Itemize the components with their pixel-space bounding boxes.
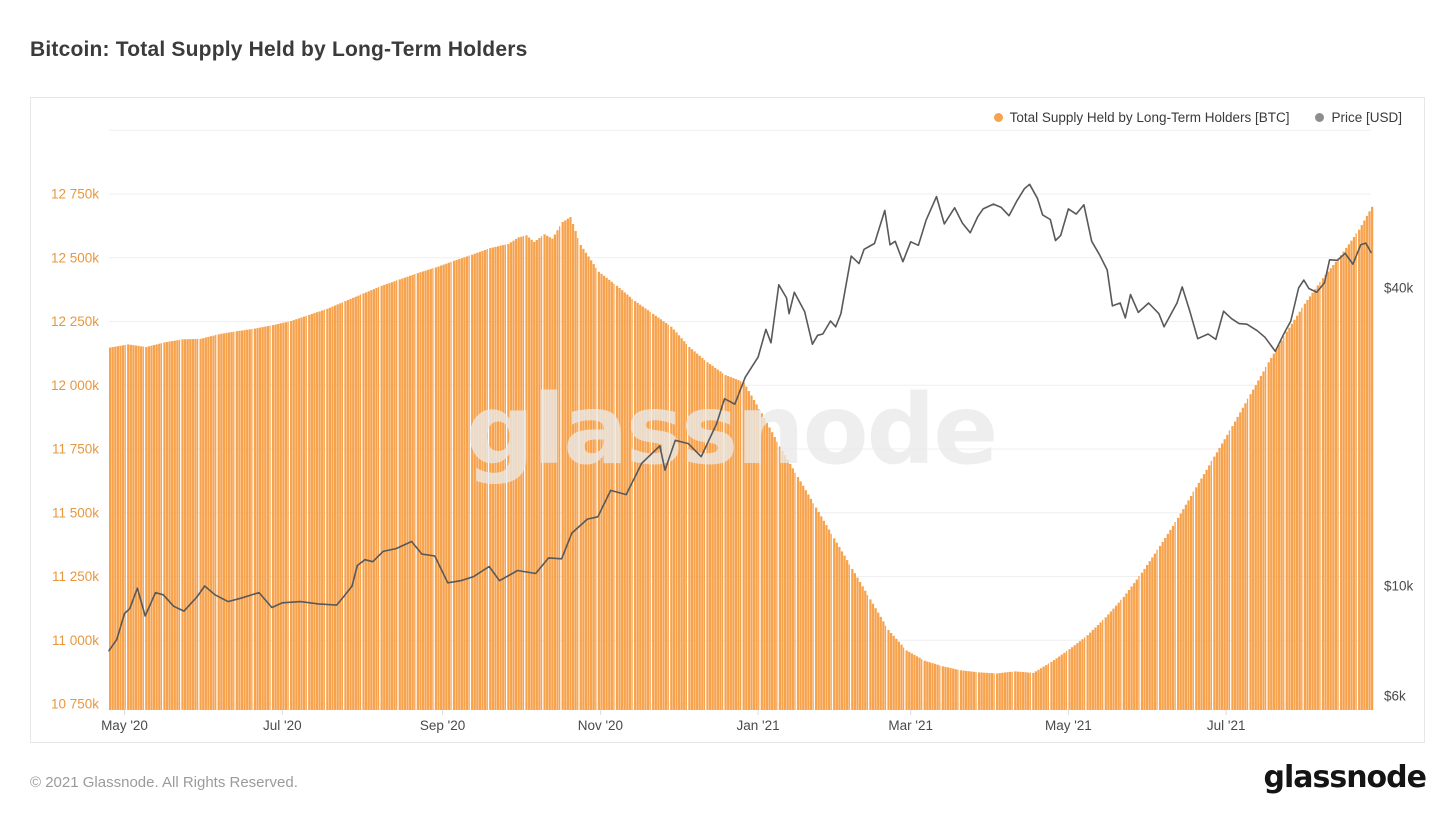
svg-text:$40k: $40k <box>1384 281 1414 296</box>
svg-text:May '21: May '21 <box>1045 718 1092 733</box>
legend-label-supply: Total Supply Held by Long-Term Holders [… <box>1009 110 1290 125</box>
svg-text:Jan '21: Jan '21 <box>737 718 780 733</box>
svg-text:12 750k: 12 750k <box>51 187 99 202</box>
svg-text:May '20: May '20 <box>101 718 148 733</box>
svg-text:12 500k: 12 500k <box>51 250 99 265</box>
chart-card: glassnode 12 750k 12 500k 12 250k 12 000k 11 … <box>30 97 1425 743</box>
svg-text:12 250k: 12 250k <box>51 314 99 329</box>
page-title: Bitcoin: Total Supply Held by Long-Term … <box>30 38 528 61</box>
svg-text:11 250k: 11 250k <box>52 569 99 584</box>
legend-item-supply[interactable]: Total Supply Held by Long-Term Holders [… <box>993 110 1290 125</box>
chart-plot-area[interactable]: glassnode 12 750k 12 500k 12 250k 12 000k 11 … <box>31 98 1426 744</box>
legend-item-price[interactable]: Price [USD] <box>1315 110 1402 125</box>
svg-text:Nov '20: Nov '20 <box>578 718 623 733</box>
svg-text:Jul '21: Jul '21 <box>1207 718 1246 733</box>
legend-label-price: Price [USD] <box>1331 110 1402 125</box>
svg-text:11 000k: 11 000k <box>52 633 99 648</box>
svg-text:Sep '20: Sep '20 <box>420 718 465 733</box>
legend-swatch-supply <box>993 113 1003 122</box>
svg-text:$10k: $10k <box>1384 579 1414 594</box>
footer-copyright: © 2021 Glassnode. All Rights Reserved. <box>30 774 298 791</box>
legend-swatch-price <box>1315 113 1325 122</box>
svg-text:12 000k: 12 000k <box>51 378 99 393</box>
glassnode-logo: glassnode <box>1263 760 1427 795</box>
chart-legend: Total Supply Held by Long-Term Holders [… <box>993 110 1402 125</box>
svg-text:10 750k: 10 750k <box>51 697 99 712</box>
svg-text:Mar '21: Mar '21 <box>888 718 933 733</box>
svg-text:11 500k: 11 500k <box>52 505 99 520</box>
watermark: glassnode <box>466 374 997 486</box>
svg-text:Jul '20: Jul '20 <box>263 718 302 733</box>
svg-text:$6k: $6k <box>1384 688 1406 703</box>
svg-text:11 750k: 11 750k <box>52 442 99 457</box>
